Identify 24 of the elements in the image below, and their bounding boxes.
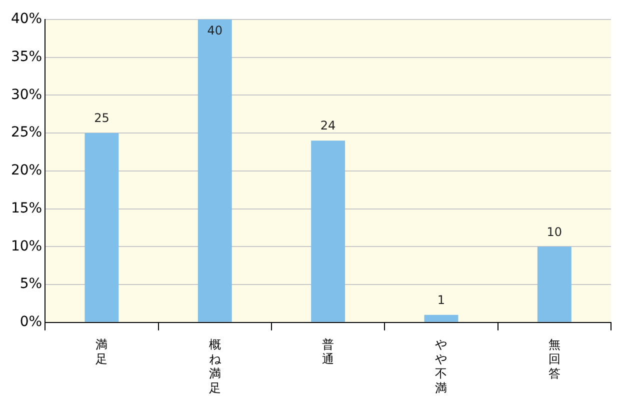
y-tick-label: 25% (10, 124, 42, 141)
x-tick-label: 満足 (96, 338, 108, 366)
y-tick-label: 35% (10, 48, 42, 65)
bar (537, 246, 572, 322)
data-label: 24 (320, 118, 336, 133)
data-label: 10 (546, 224, 562, 239)
x-tick-label: 概ね満足 (208, 338, 222, 395)
y-tick-label: 40% (10, 11, 42, 28)
bar (424, 314, 458, 322)
data-label: 40 (207, 24, 223, 38)
y-tick-label: 10% (10, 238, 42, 254)
data-label: 25 (94, 111, 110, 126)
y-tick-label: 20% (10, 162, 42, 179)
y-tick-label: 15% (10, 200, 42, 216)
data-label: 1 (437, 292, 446, 307)
bar (311, 140, 346, 322)
y-tick-label: 0% (20, 314, 42, 330)
y-tick-label: 5% (20, 276, 42, 292)
bar (84, 133, 119, 322)
x-tick-label: 無回答 (548, 338, 560, 381)
bar (198, 19, 232, 322)
x-tick-label: やや不満 (435, 338, 448, 395)
x-tick-label: 普通 (322, 338, 334, 366)
y-tick-label: 30% (10, 86, 42, 103)
